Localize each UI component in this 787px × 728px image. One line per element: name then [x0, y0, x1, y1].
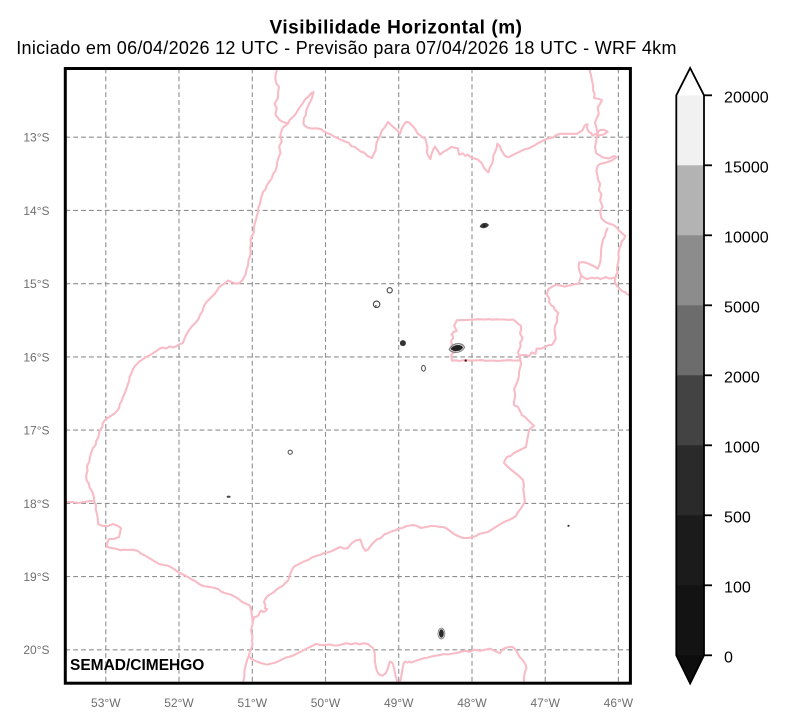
svg-text:19°S: 19°S — [23, 570, 49, 584]
svg-text:47°W: 47°W — [530, 696, 560, 710]
svg-text:13°S: 13°S — [23, 131, 49, 145]
svg-text:500: 500 — [724, 508, 751, 526]
svg-text:10000: 10000 — [724, 228, 769, 246]
svg-text:46°W: 46°W — [604, 696, 634, 710]
svg-text:48°W: 48°W — [457, 696, 487, 710]
svg-text:Iniciado em 06/04/2026 12 UTC: Iniciado em 06/04/2026 12 UTC - Previsão… — [16, 38, 676, 58]
svg-text:50°W: 50°W — [311, 696, 341, 710]
svg-text:49°W: 49°W — [384, 696, 414, 710]
svg-text:18°S: 18°S — [23, 497, 49, 511]
svg-text:5000: 5000 — [724, 298, 760, 316]
svg-text:15000: 15000 — [724, 158, 769, 176]
svg-text:Visibilidade Horizontal (m): Visibilidade Horizontal (m) — [269, 18, 522, 39]
svg-text:17°S: 17°S — [23, 424, 49, 438]
svg-text:15°S: 15°S — [23, 277, 49, 291]
svg-text:100: 100 — [724, 578, 751, 596]
svg-text:20000: 20000 — [724, 88, 769, 106]
svg-text:16°S: 16°S — [23, 350, 49, 364]
svg-text:SEMAD/CIMEHGO: SEMAD/CIMEHGO — [70, 657, 204, 674]
svg-text:2000: 2000 — [724, 368, 760, 386]
svg-text:20°S: 20°S — [23, 643, 49, 657]
svg-text:51°W: 51°W — [238, 696, 268, 710]
svg-text:53°W: 53°W — [91, 696, 121, 710]
svg-text:0: 0 — [724, 648, 733, 666]
svg-text:14°S: 14°S — [23, 204, 49, 218]
svg-text:1000: 1000 — [724, 438, 760, 456]
svg-text:52°W: 52°W — [164, 696, 194, 710]
